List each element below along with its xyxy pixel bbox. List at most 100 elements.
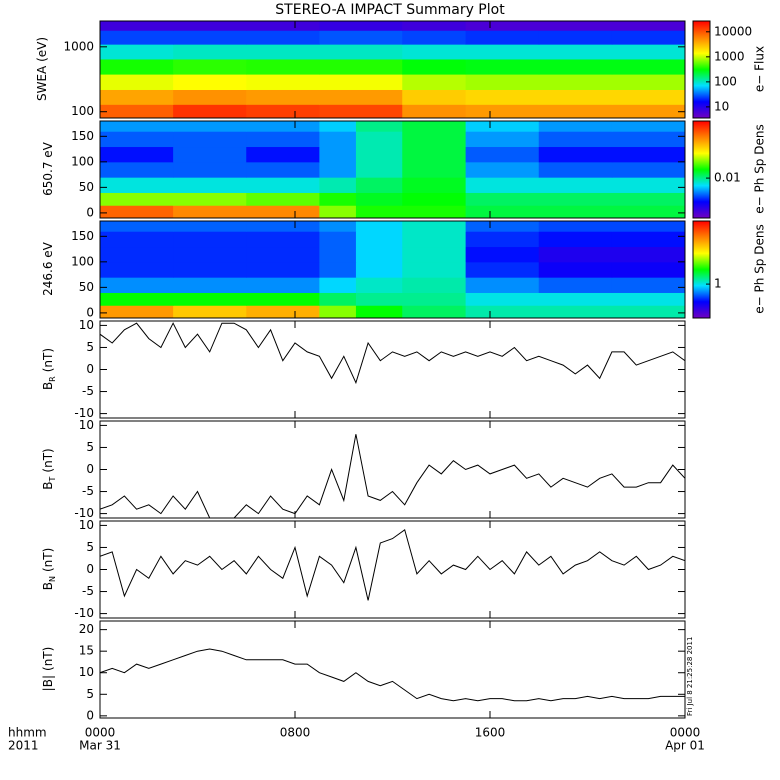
heatmap-cell	[100, 221, 174, 232]
heatmap-cell	[355, 131, 403, 148]
heatmap-cell	[100, 261, 174, 278]
data-line	[100, 648, 685, 702]
heatmap-cell	[402, 146, 467, 163]
heatmap-cell	[319, 221, 357, 232]
heatmap-cell	[246, 261, 320, 278]
heatmap-cell	[246, 277, 320, 293]
heatmap-cell	[465, 146, 540, 163]
heatmap-cell	[100, 305, 174, 319]
date-start: Mar 31	[79, 739, 121, 753]
heatmap-cell	[173, 44, 247, 60]
heatmap-cell	[355, 177, 403, 193]
y-tick-label: 0	[86, 305, 94, 319]
heatmap-cell	[173, 161, 247, 178]
heatmap-cell	[173, 177, 247, 193]
x-tick-label: 0800	[280, 726, 311, 740]
colorbar-label: e− Ph Sp Dens	[753, 124, 767, 213]
heatmap-cell	[246, 44, 320, 60]
plot-frame	[99, 220, 686, 319]
y-tick-label: 0	[86, 562, 94, 576]
y-tick-label: 5	[86, 687, 94, 701]
y-tick-label: 5	[86, 540, 94, 554]
heatmap-cell	[246, 305, 320, 319]
heatmap-cell	[100, 21, 174, 31]
heatmap-cell	[319, 89, 403, 105]
x-caption: 2011	[8, 739, 39, 753]
heatmap-cell	[100, 277, 174, 293]
heatmap-cell	[173, 192, 247, 206]
plot-frame	[99, 420, 686, 519]
x-caption: hhmm	[8, 726, 47, 740]
y-tick-label: 10	[79, 418, 94, 432]
heatmap-cell	[465, 261, 540, 278]
colorbar-tick-label: 1000	[714, 49, 745, 63]
heatmap-cell	[355, 121, 403, 132]
heatmap-cell	[173, 305, 247, 319]
heatmap-cell	[319, 44, 403, 60]
heatmap-cell	[538, 292, 613, 306]
heatmap-cell	[319, 305, 357, 319]
heatmap-cell	[173, 131, 247, 148]
plot-frame	[99, 120, 686, 219]
y-tick-label: 50	[79, 180, 94, 194]
heatmap-cell	[246, 292, 320, 306]
heatmap-cell	[319, 146, 357, 163]
heatmap-cell	[173, 121, 247, 132]
heatmap-cell	[402, 221, 467, 232]
x-tick-label: 0000	[670, 726, 701, 740]
y-label-unit: (nT)	[41, 448, 55, 472]
colorbar-tick-label: 1	[714, 277, 722, 291]
heatmap-cell	[465, 231, 540, 248]
y-tick-label: 0	[86, 462, 94, 476]
heatmap-cell	[355, 292, 403, 306]
heatmap-cell	[402, 58, 467, 75]
heatmap-cell	[173, 146, 247, 163]
y-tick-label: 10	[79, 665, 94, 679]
y-axis-label: BN (nT)	[41, 548, 58, 591]
heatmap-cell	[100, 161, 174, 178]
plot-frame	[99, 620, 686, 719]
heatmap-cell	[173, 21, 247, 31]
heatmap-cell	[538, 74, 613, 90]
heatmap-cell	[100, 177, 174, 193]
heatmap-cell	[465, 21, 540, 31]
heatmap-cell	[611, 104, 686, 119]
heatmap-cell	[611, 192, 686, 206]
heatmap-cell	[355, 161, 403, 178]
y-label-main: 246.6 eV	[41, 241, 55, 296]
colorbar	[692, 120, 711, 219]
heatmap-cell	[319, 30, 403, 45]
heatmap-cell	[538, 221, 613, 232]
y-axis-label: 246.6 eV	[41, 241, 55, 296]
heatmap-cell	[173, 205, 247, 219]
heatmap-cell	[173, 221, 247, 232]
colorbar-label: e− Ph Sp Dens	[753, 224, 767, 313]
y-tick-label: 150	[71, 129, 94, 143]
y-axis-label: BR (nT)	[41, 348, 58, 390]
y-tick-label: 100	[71, 254, 94, 268]
heatmap-cell	[611, 121, 686, 132]
y-label-unit: (nT)	[41, 548, 55, 572]
heatmap-cell	[100, 231, 174, 248]
heatmap-cell	[246, 231, 320, 248]
heatmap-cell	[402, 277, 467, 293]
heatmap-cell	[246, 192, 320, 206]
heatmap-cell	[246, 246, 320, 263]
heatmap-cell	[611, 161, 686, 178]
heatmap-cell	[402, 21, 467, 31]
heatmap-cell	[100, 292, 174, 306]
y-tick-label: -10	[74, 606, 94, 620]
heatmap-cell	[538, 246, 613, 263]
heatmap-cell	[611, 74, 686, 90]
heatmap-cell	[319, 277, 357, 293]
heatmap-cell	[100, 146, 174, 163]
heatmap-cell	[355, 192, 403, 206]
heatmap-cell	[319, 261, 357, 278]
heatmap-cell	[465, 277, 540, 293]
heatmap-cell	[538, 121, 613, 132]
heatmap-cell	[465, 104, 540, 119]
heatmap-cell	[173, 58, 247, 75]
heatmap-cell	[538, 161, 613, 178]
